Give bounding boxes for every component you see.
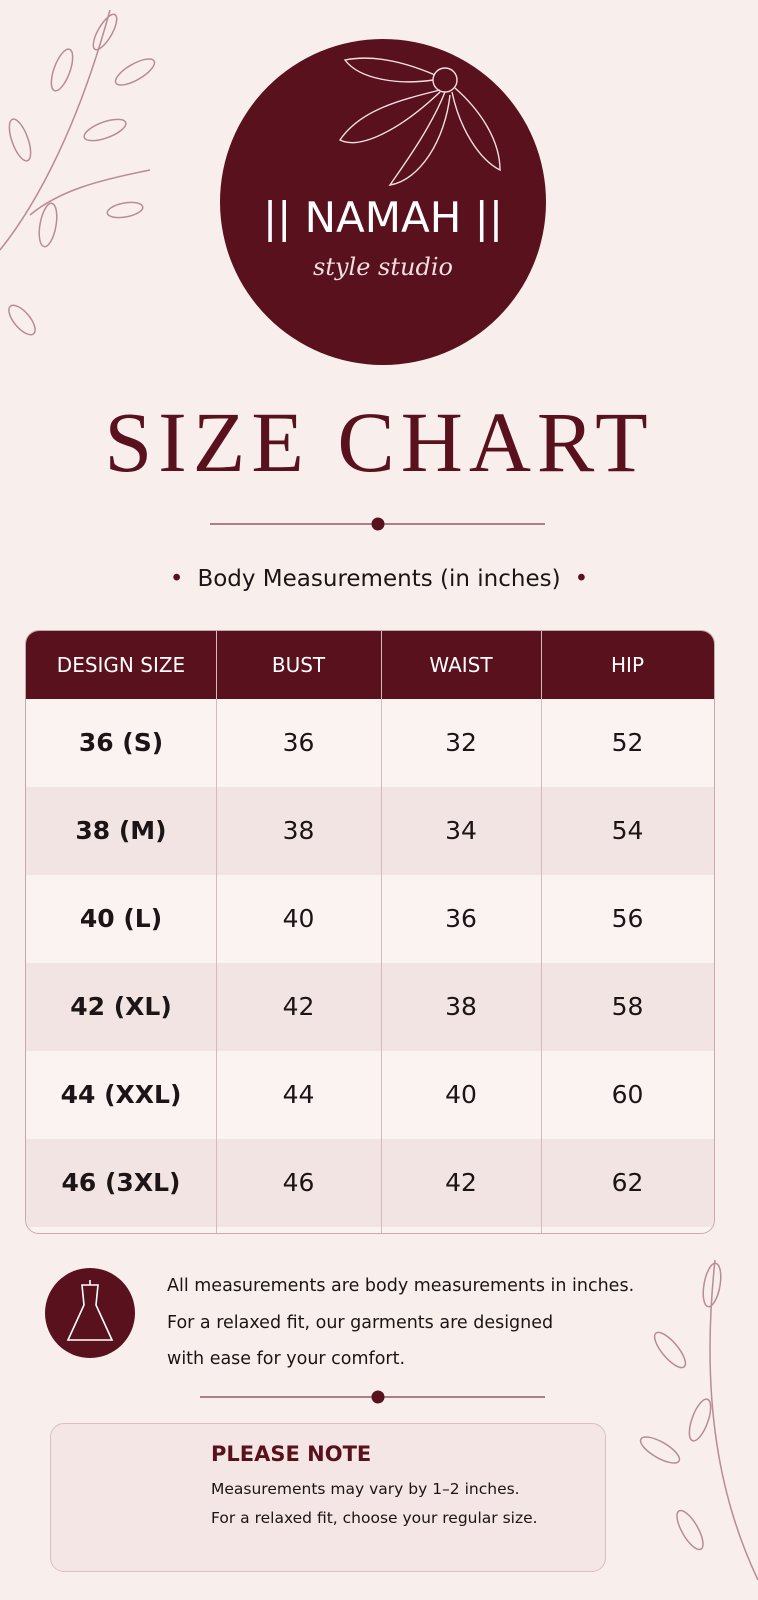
note-line: For a relaxed fit, choose your regular s… bbox=[211, 1509, 538, 1527]
logo-brand: || NAMAH || bbox=[263, 193, 503, 242]
table-row: 44 (XXL) 44 40 60 bbox=[26, 1051, 714, 1139]
table-row: 38 (M) 38 34 54 bbox=[26, 787, 714, 875]
table-cell: 36 bbox=[445, 904, 477, 933]
column-divider bbox=[381, 631, 382, 1233]
dress-icon bbox=[45, 1268, 135, 1358]
table-header: WAIST bbox=[381, 631, 541, 699]
info-line: with ease for your comfort. bbox=[167, 1349, 406, 1369]
table-cell: 44 (XXL) bbox=[60, 1080, 182, 1109]
table-cell: 40 (L) bbox=[79, 904, 163, 933]
table-cell: 42 bbox=[445, 1168, 477, 1197]
table-cell: 58 bbox=[611, 992, 644, 1021]
subtitle: Body Measurements (in inches) bbox=[0, 566, 758, 592]
table-cell: 52 bbox=[611, 728, 644, 757]
table-row: 46 (3XL) 46 42 62 bbox=[26, 1139, 714, 1227]
dress bbox=[66, 1280, 114, 1341]
note-title: PLEASE NOTE bbox=[211, 1442, 372, 1466]
table-cell: 62 bbox=[611, 1168, 644, 1197]
table-row: 42 (XL) 42 38 58 bbox=[26, 963, 714, 1051]
table-header: DESIGN SIZE bbox=[26, 631, 216, 699]
table-cell: 38 (M) bbox=[75, 816, 167, 845]
table-cell: 42 bbox=[282, 992, 315, 1021]
table-row: 40 (L) 40 36 56 bbox=[26, 875, 714, 963]
column-divider bbox=[216, 631, 217, 1233]
table-row: 36 (S) 36 32 52 bbox=[26, 699, 714, 787]
note-line: Measurements may vary by 1–2 inches. bbox=[211, 1480, 520, 1498]
logo-flower bbox=[338, 57, 501, 186]
title: SIZE CHART bbox=[104, 394, 654, 490]
column-divider bbox=[541, 631, 542, 1233]
table-cell: 56 bbox=[611, 904, 644, 933]
table-cell: 40 bbox=[445, 1080, 477, 1109]
table-cell: 46 (3XL) bbox=[61, 1168, 181, 1197]
table-cell: 42 (XL) bbox=[70, 992, 172, 1021]
note-box: PLEASE NOTE Measurements may vary by 1–2… bbox=[50, 1423, 606, 1572]
table-cell: 60 bbox=[611, 1080, 644, 1109]
table-cell: 54 bbox=[611, 816, 644, 845]
logo-tagline: style studio bbox=[313, 253, 453, 281]
divider bbox=[200, 517, 545, 1404]
table-cell: 40 bbox=[282, 904, 315, 933]
table-header: BUST bbox=[216, 631, 381, 699]
table-cell: 38 bbox=[445, 992, 477, 1021]
table-cell: 38 bbox=[282, 816, 315, 845]
logo-circle bbox=[220, 39, 546, 365]
leaves bbox=[0, 9, 758, 1581]
size-table: 36 (S) 36 32 52 38 (M) 38 34 54 40 (L) 40 36 56 42 (… bbox=[25, 630, 715, 1234]
table-cell: 44 bbox=[282, 1080, 315, 1109]
info-line: For a relaxed fit, our garments are desi… bbox=[167, 1313, 554, 1333]
table-cell: 36 (S) bbox=[78, 728, 164, 757]
table-cell: 36 bbox=[282, 728, 315, 757]
info-line: All measurements are body measurements i… bbox=[167, 1276, 635, 1296]
table-cell: 34 bbox=[445, 816, 477, 845]
table-cell: 46 bbox=[282, 1168, 315, 1197]
table-header: HIP bbox=[541, 631, 714, 699]
table-cell: 32 bbox=[445, 728, 477, 757]
